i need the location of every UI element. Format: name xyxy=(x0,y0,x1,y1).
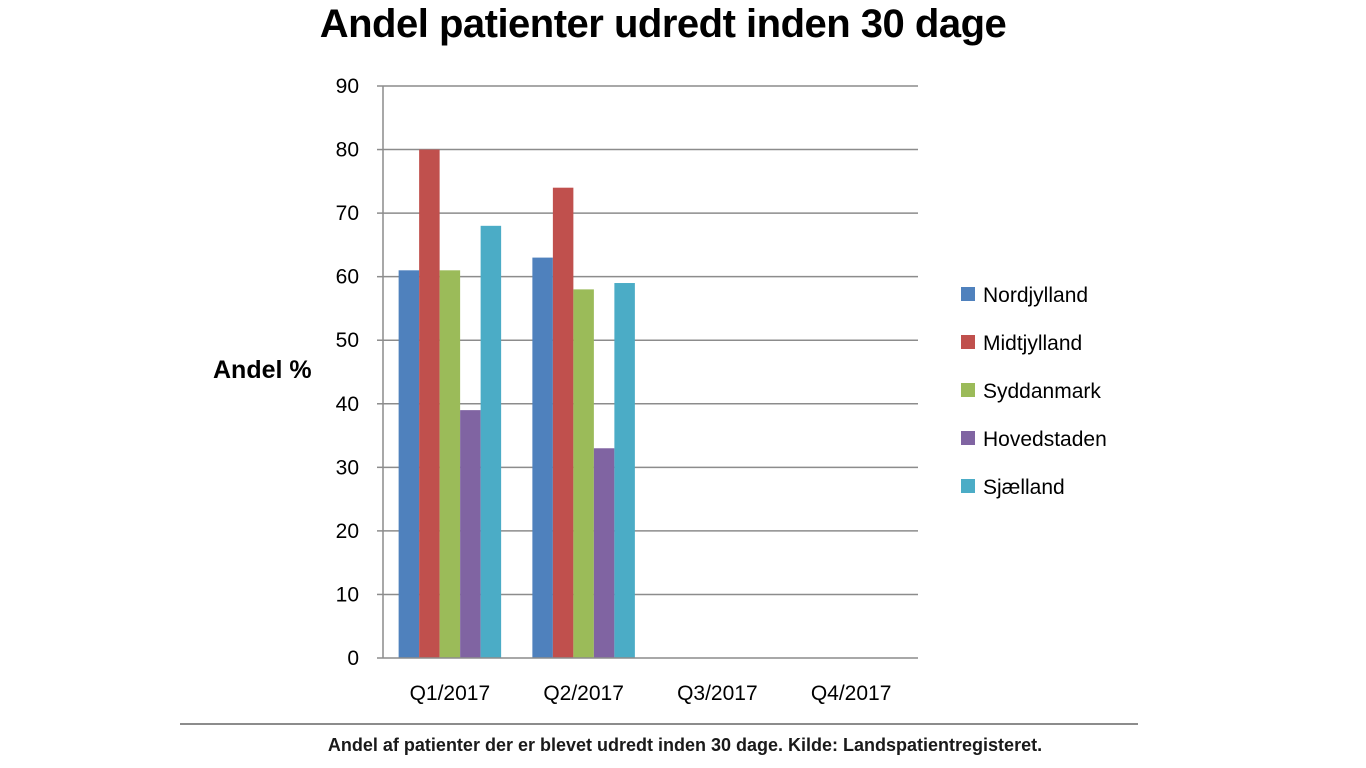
y-tick-label: 40 xyxy=(336,393,359,416)
bars xyxy=(398,149,635,659)
bar-syddanmark-1 xyxy=(573,289,594,658)
legend-label: Hovedstaden xyxy=(983,428,1107,451)
y-tick-label: 20 xyxy=(336,520,359,543)
y-axis-label: Andel % xyxy=(213,356,312,384)
y-tick-label: 30 xyxy=(336,456,359,479)
bar-hovedstaden-0 xyxy=(460,410,481,658)
legend-swatch xyxy=(961,383,975,397)
x-axis: Q1/2017 Q2/2017 Q3/2017 Q4/2017 xyxy=(383,657,918,705)
y-tick-label: 0 xyxy=(347,647,359,670)
figure-caption: Andel af patienter der er blevet udredt … xyxy=(327,735,1043,755)
legend-swatch xyxy=(961,287,975,301)
legend-swatch xyxy=(961,479,975,493)
y-tick-label: 10 xyxy=(336,583,359,606)
gridlines xyxy=(383,85,918,596)
y-tick-label: 50 xyxy=(336,329,359,352)
caption-divider xyxy=(180,723,1138,725)
x-tick-label: Q3/2017 xyxy=(677,682,758,705)
bar-nordjylland-1 xyxy=(532,257,553,658)
legend-swatch xyxy=(961,431,975,445)
y-axis: 0 10 20 30 40 50 60 70 80 90 xyxy=(336,75,384,670)
x-tick-label: Q1/2017 xyxy=(410,682,491,705)
legend-label: Midtjylland xyxy=(983,332,1082,355)
legend-label: Nordjylland xyxy=(983,284,1088,307)
bar-syddanmark-0 xyxy=(439,270,461,658)
legend-label: Sjælland xyxy=(983,476,1065,499)
x-tick-label: Q2/2017 xyxy=(543,682,624,705)
legend: Nordjylland Midtjylland Syddanmark Hovedsta… xyxy=(961,284,1107,499)
bar-midtjylland-0 xyxy=(419,149,440,659)
y-tick-label: 90 xyxy=(336,75,359,98)
legend-label: Syddanmark xyxy=(983,380,1101,403)
x-tick-label: Q4/2017 xyxy=(811,682,892,705)
bar-nordjylland-0 xyxy=(398,270,420,658)
y-tick-label: 70 xyxy=(336,202,359,225)
chart-title: Andel patienter udredt inden 30 dage xyxy=(319,2,1007,46)
y-tick-label: 60 xyxy=(336,266,359,289)
bar-midtjylland-1 xyxy=(552,187,574,658)
bar-sjælland-1 xyxy=(614,283,635,658)
bar-sjælland-0 xyxy=(480,225,502,659)
bar-hovedstaden-1 xyxy=(593,448,615,658)
legend-swatch xyxy=(961,335,975,349)
y-tick-label: 80 xyxy=(336,139,359,162)
bar-chart-plot: 0 10 20 30 40 50 60 70 80 90 Q1/2017 Q2/2017 Q3/201… xyxy=(336,75,1107,705)
